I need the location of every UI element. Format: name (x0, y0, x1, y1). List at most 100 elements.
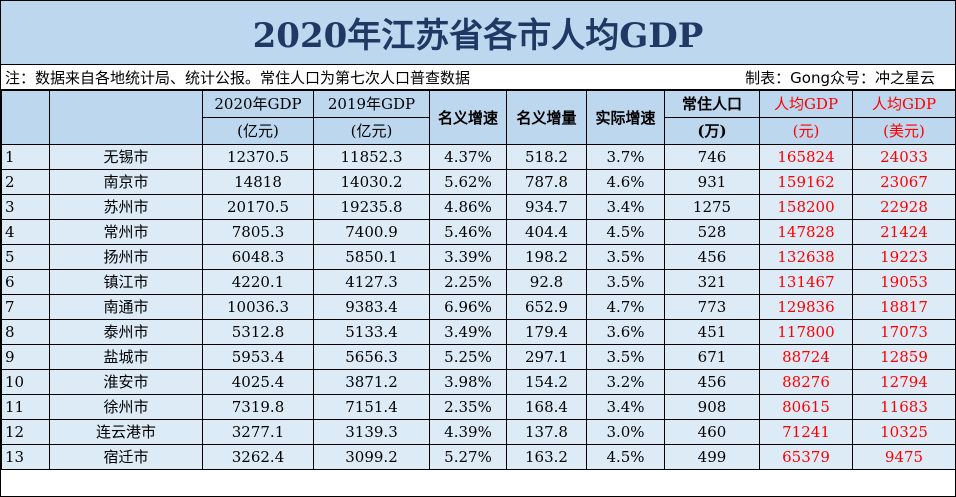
nominal-growth-cell: 5.46% (429, 219, 507, 245)
real-growth-cell: 3.0% (586, 419, 665, 445)
population-cell: 321 (664, 269, 760, 295)
nominal-growth-cell: 5.25% (429, 344, 507, 370)
gdp2019-cell: 3871.2 (313, 369, 430, 395)
table-row: 13 宿迁市 3262.4 3099.2 5.27% 163.2 4.5% 499 65379 9… (1, 444, 956, 470)
author-credit: 制表：Gong众号：冲之星云 (745, 68, 935, 87)
population-cell: 908 (664, 394, 760, 420)
gdp2020-cell: 12370.5 (202, 144, 314, 170)
gdp2020-cell: 3277.1 (202, 419, 314, 445)
per-capita-yuan-cell: 132638 (759, 244, 853, 270)
gdp2020-cell: 14818 (202, 169, 314, 195)
population-cell: 671 (664, 344, 760, 370)
gdp2019-cell: 19235.8 (313, 194, 430, 220)
gdp2019-cell: 5133.4 (313, 319, 430, 345)
city-cell: 镇江市 (49, 269, 203, 295)
table-row: 8 泰州市 5312.8 5133.4 3.49% 179.4 3.6% 451 117800 1… (1, 319, 956, 345)
nominal-growth-cell: 6.96% (429, 294, 507, 320)
header-city (49, 90, 203, 145)
per-capita-usd-cell: 23067 (852, 169, 956, 195)
per-capita-usd-cell: 17073 (852, 319, 956, 345)
per-capita-yuan-cell: 65379 (759, 444, 853, 470)
nominal-increase-cell: 518.2 (506, 144, 587, 170)
per-capita-yuan-cell: 117800 (759, 319, 853, 345)
rank-cell: 10 (1, 369, 50, 395)
per-capita-usd-cell: 12794 (852, 369, 956, 395)
city-cell: 南通市 (49, 294, 203, 320)
per-capita-usd-cell: 12859 (852, 344, 956, 370)
nominal-increase-cell: 934.7 (506, 194, 587, 220)
header-per-capita-yuan: 人均GDP (759, 90, 853, 118)
gdp2020-cell: 20170.5 (202, 194, 314, 220)
table-row: 7 南通市 10036.3 9383.4 6.96% 652.9 4.7% 773 129836… (1, 294, 956, 320)
gdp2020-cell: 7319.8 (202, 394, 314, 420)
city-cell: 常州市 (49, 219, 203, 245)
table-row: 11 徐州市 7319.8 7151.4 2.35% 168.4 3.4% 908 80615 1… (1, 394, 956, 420)
city-cell: 泰州市 (49, 319, 203, 345)
nominal-increase-cell: 297.1 (506, 344, 587, 370)
rank-cell: 11 (1, 394, 50, 420)
population-cell: 773 (664, 294, 760, 320)
real-growth-cell: 3.5% (586, 269, 665, 295)
per-capita-yuan-cell: 88276 (759, 369, 853, 395)
nominal-growth-cell: 2.25% (429, 269, 507, 295)
real-growth-cell: 3.4% (586, 194, 665, 220)
table-body: 1 无锡市 12370.5 11852.3 4.37% 518.2 3.7% 746 16582… (1, 144, 956, 470)
per-capita-yuan-cell: 159162 (759, 169, 853, 195)
population-cell: 456 (664, 244, 760, 270)
gdp2019-cell: 5850.1 (313, 244, 430, 270)
header-real-growth: 实际增速 (586, 90, 665, 145)
rank-cell: 6 (1, 269, 50, 295)
gdp-table: 2020年GDP 2019年GDP 名义增速 名义增量 实际增速 常住人口 人均… (1, 90, 956, 470)
header-gdp2019-unit: (亿元) (313, 117, 430, 145)
rank-cell: 2 (1, 169, 50, 195)
header-population: 常住人口 (664, 90, 760, 118)
nominal-growth-cell: 4.37% (429, 144, 507, 170)
population-cell: 499 (664, 444, 760, 470)
nominal-growth-cell: 3.39% (429, 244, 507, 270)
source-note-bar: 注：数据来自各地统计局、统计公报。常住人口为第七次人口普查数据 制表：Gong众… (1, 65, 955, 90)
nominal-growth-cell: 3.98% (429, 369, 507, 395)
header-rank (1, 90, 50, 145)
city-cell: 徐州市 (49, 394, 203, 420)
city-cell: 苏州市 (49, 194, 203, 220)
per-capita-yuan-cell: 147828 (759, 219, 853, 245)
nominal-growth-cell: 4.86% (429, 194, 507, 220)
city-cell: 宿迁市 (49, 444, 203, 470)
population-cell: 460 (664, 419, 760, 445)
city-cell: 连云港市 (49, 419, 203, 445)
per-capita-usd-cell: 19223 (852, 244, 956, 270)
table-row: 9 盐城市 5953.4 5656.3 5.25% 297.1 3.5% 671 88724 12… (1, 344, 956, 370)
nominal-growth-cell: 4.39% (429, 419, 507, 445)
gdp2019-cell: 7151.4 (313, 394, 430, 420)
rank-cell: 12 (1, 419, 50, 445)
real-growth-cell: 3.2% (586, 369, 665, 395)
nominal-increase-cell: 92.8 (506, 269, 587, 295)
header-per-capita-yuan-unit: (元) (759, 117, 853, 145)
rank-cell: 4 (1, 219, 50, 245)
rank-cell: 5 (1, 244, 50, 270)
real-growth-cell: 3.6% (586, 319, 665, 345)
per-capita-usd-cell: 11683 (852, 394, 956, 420)
rank-cell: 7 (1, 294, 50, 320)
real-growth-cell: 3.5% (586, 344, 665, 370)
table-title: 2020年江苏省各市人均GDP (1, 1, 955, 65)
per-capita-usd-cell: 21424 (852, 219, 956, 245)
city-cell: 扬州市 (49, 244, 203, 270)
header-gdp2020: 2020年GDP (202, 90, 314, 118)
nominal-increase-cell: 652.9 (506, 294, 587, 320)
population-cell: 528 (664, 219, 760, 245)
header-nominal-growth: 名义增速 (429, 90, 507, 145)
nominal-increase-cell: 168.4 (506, 394, 587, 420)
rank-cell: 9 (1, 344, 50, 370)
nominal-increase-cell: 163.2 (506, 444, 587, 470)
per-capita-usd-cell: 24033 (852, 144, 956, 170)
per-capita-yuan-cell: 158200 (759, 194, 853, 220)
nominal-growth-cell: 2.35% (429, 394, 507, 420)
gdp2019-cell: 3099.2 (313, 444, 430, 470)
nominal-increase-cell: 198.2 (506, 244, 587, 270)
real-growth-cell: 4.7% (586, 294, 665, 320)
gdp2020-cell: 4025.4 (202, 369, 314, 395)
gdp2019-cell: 14030.2 (313, 169, 430, 195)
per-capita-usd-cell: 22928 (852, 194, 956, 220)
